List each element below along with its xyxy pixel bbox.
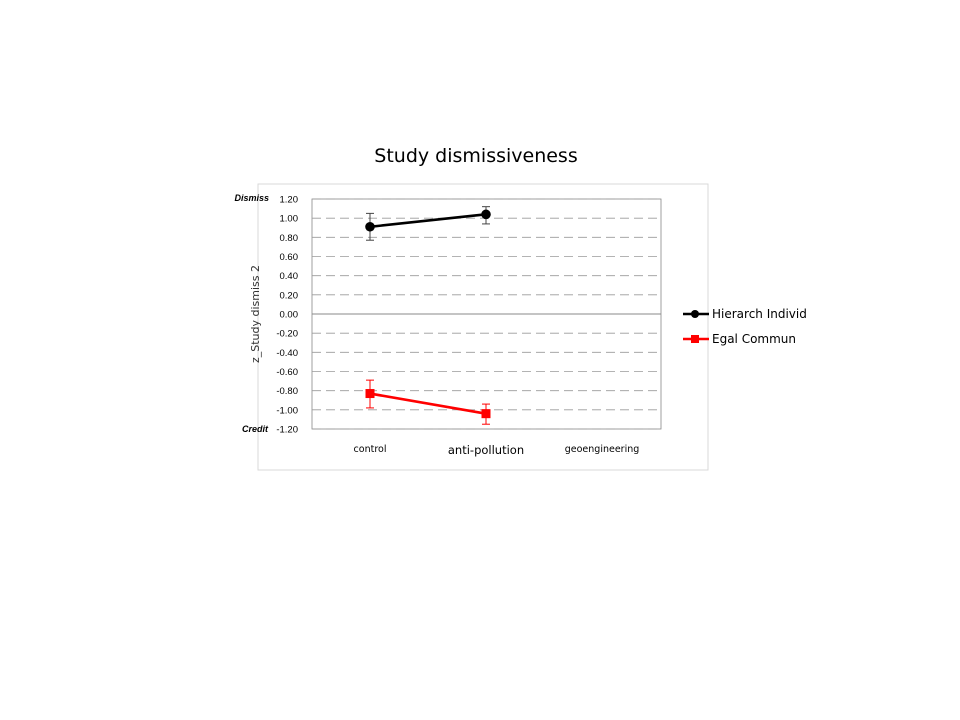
data-point [365, 389, 375, 399]
y-axis-label: z_Study dismiss 2 [249, 265, 262, 363]
legend-label: Hierarch Individ [712, 307, 807, 321]
legend-marker [691, 310, 699, 318]
y-tick-label: 1.20 [280, 195, 299, 206]
y-tick-label: -0.40 [276, 348, 298, 359]
y-tick-label: 0.40 [280, 271, 299, 282]
series-line [369, 213, 487, 229]
y-tick-label: 0.80 [280, 233, 299, 244]
y-tick-label: -0.80 [276, 386, 298, 397]
y-tick-label: -1.20 [276, 425, 298, 436]
y-tick-label: -0.20 [276, 329, 298, 340]
y-tick-label: 0.00 [280, 310, 299, 321]
y-tick-label: 0.60 [280, 252, 299, 263]
chart-title: Study dismissiveness [374, 145, 578, 167]
data-point [481, 209, 491, 220]
y-tick-label: 0.20 [280, 290, 299, 301]
x-category-label: geoengineering [565, 444, 640, 455]
y-tick-labels: 1.20 1.00 0.80 0.60 0.40 0.20 0.00 -0.20 -0.40 -0… [276, 195, 298, 436]
y-top-annotation: Dismiss [234, 193, 269, 203]
legend-marker [691, 335, 699, 343]
series-line [369, 392, 487, 415]
y-tick-label: -0.60 [276, 367, 298, 378]
y-tick-label: -1.00 [276, 405, 298, 416]
y-tick-label: 1.00 [280, 214, 299, 225]
x-category-label: anti-pollution [448, 443, 524, 457]
x-category-labels: control anti-pollution geoengineering [354, 443, 640, 457]
data-point [481, 409, 491, 419]
y-bottom-annotation: Credit [242, 424, 269, 434]
series-group [365, 206, 491, 425]
data-point [365, 221, 375, 232]
x-category-label: control [354, 444, 387, 455]
legend: Hierarch Individ Egal Commun [683, 307, 807, 346]
chart-area [257, 183, 709, 471]
legend-label: Egal Commun [712, 332, 796, 346]
